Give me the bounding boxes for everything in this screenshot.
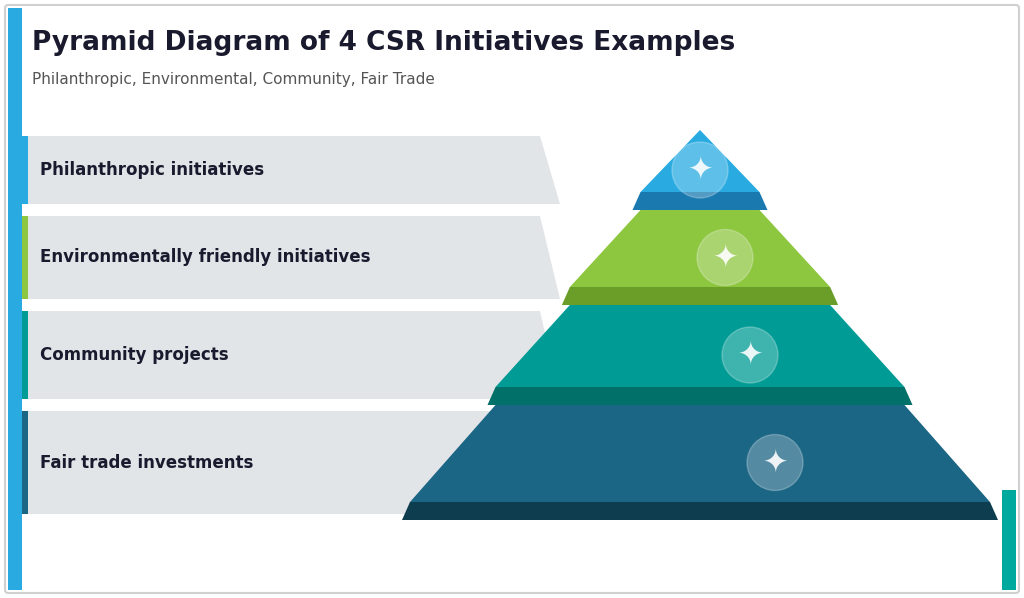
Polygon shape (22, 216, 560, 299)
Circle shape (697, 230, 753, 285)
Polygon shape (22, 311, 560, 399)
Polygon shape (22, 136, 28, 204)
Bar (8, 8, 22, 590)
Text: ✦: ✦ (737, 340, 763, 370)
Circle shape (746, 435, 803, 490)
Polygon shape (496, 305, 904, 387)
Text: ✦: ✦ (687, 155, 713, 185)
Polygon shape (633, 192, 767, 210)
Bar (1002, 490, 1016, 590)
Polygon shape (487, 387, 912, 405)
Polygon shape (22, 216, 28, 299)
Text: Philanthropic initiatives: Philanthropic initiatives (40, 161, 264, 179)
Text: Philanthropic, Environmental, Community, Fair Trade: Philanthropic, Environmental, Community,… (32, 72, 435, 87)
Polygon shape (402, 502, 998, 520)
Polygon shape (22, 411, 28, 514)
Polygon shape (410, 405, 990, 502)
Polygon shape (22, 136, 560, 204)
Text: Environmentally friendly initiatives: Environmentally friendly initiatives (40, 249, 371, 267)
Text: ✦: ✦ (713, 243, 737, 272)
Circle shape (722, 327, 778, 383)
Circle shape (672, 142, 728, 198)
Text: Community projects: Community projects (40, 346, 228, 364)
Polygon shape (22, 411, 546, 514)
Polygon shape (562, 287, 838, 305)
Polygon shape (22, 311, 28, 399)
Text: ✦: ✦ (762, 448, 787, 477)
Text: Fair trade investments: Fair trade investments (40, 453, 253, 471)
Polygon shape (641, 130, 760, 192)
FancyBboxPatch shape (5, 5, 1019, 593)
Polygon shape (570, 210, 830, 287)
Text: Pyramid Diagram of 4 CSR Initiatives Examples: Pyramid Diagram of 4 CSR Initiatives Exa… (32, 30, 735, 56)
